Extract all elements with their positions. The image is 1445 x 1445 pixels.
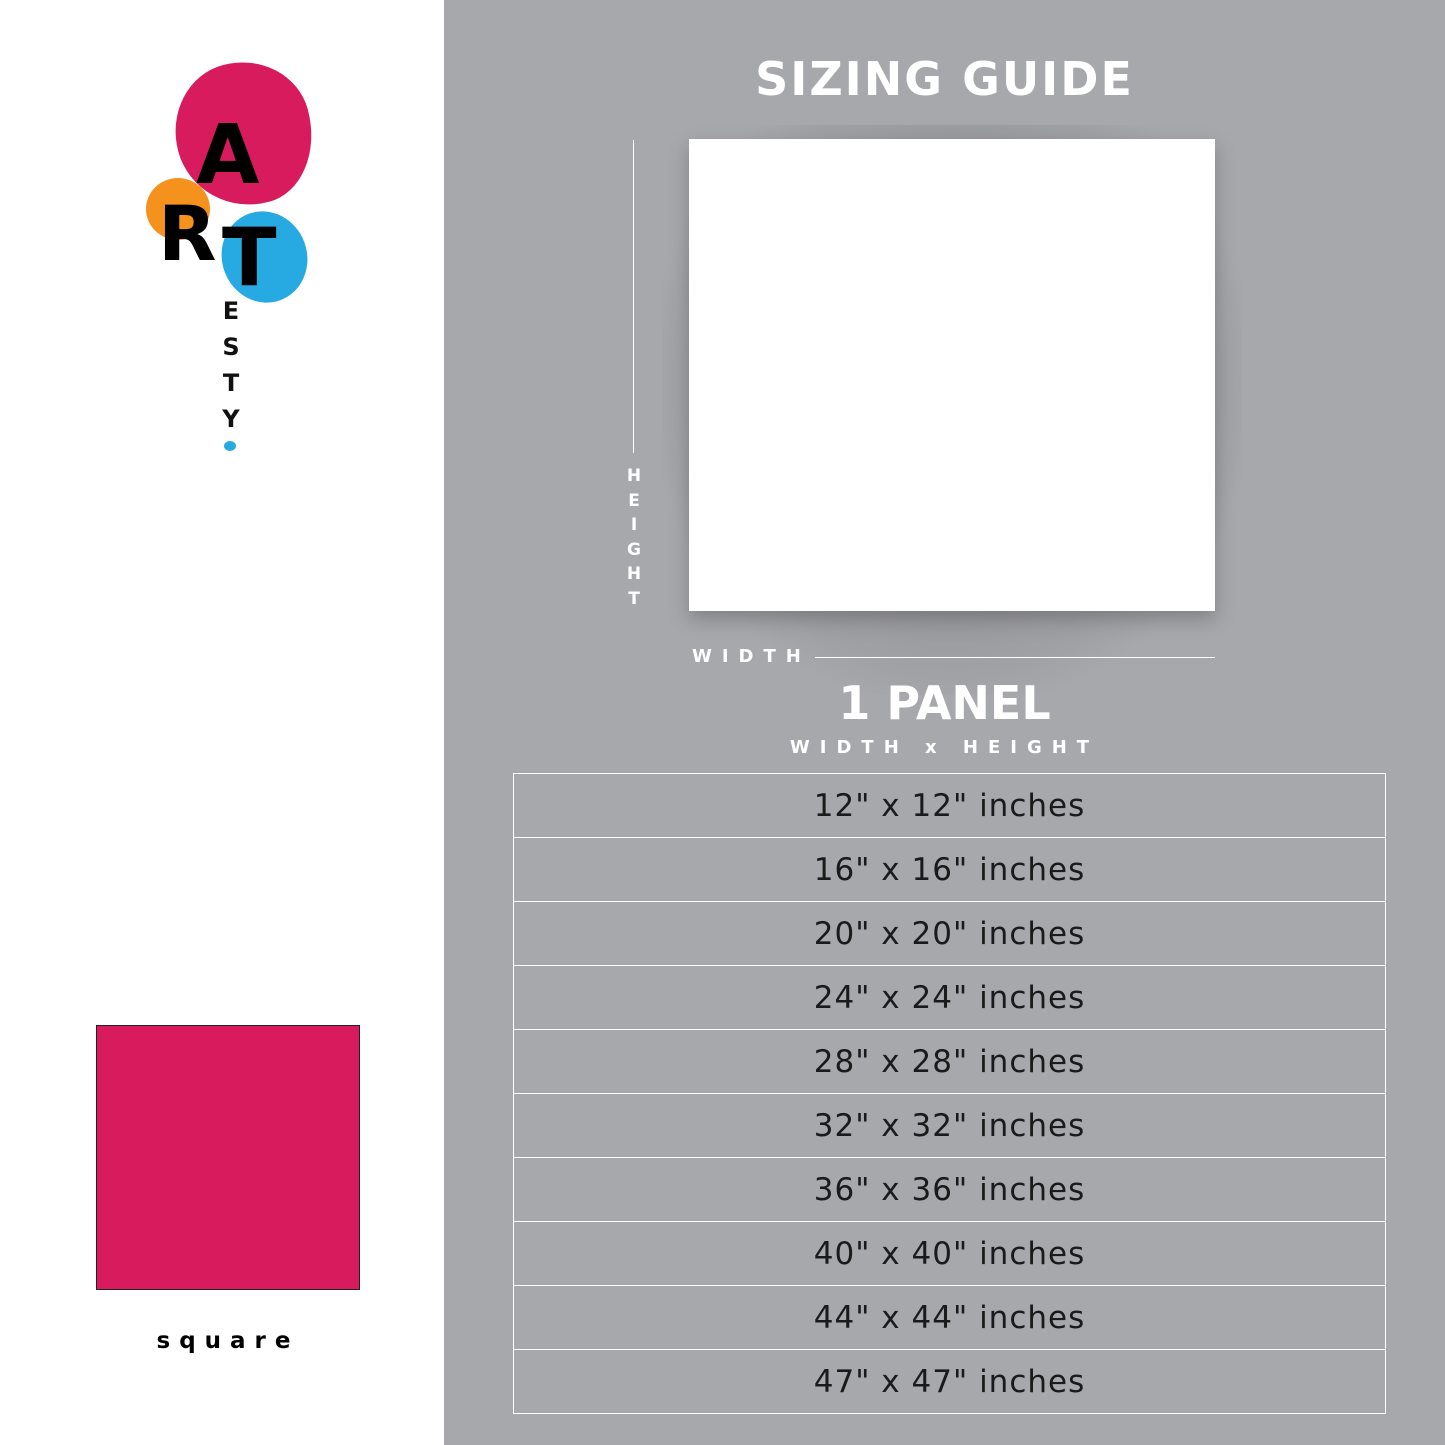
sizes-table: 12" x 12" inches 16" x 16" inches 20" x … bbox=[513, 773, 1386, 1414]
height-label: H E I G H T bbox=[626, 466, 642, 609]
height-line bbox=[633, 140, 634, 453]
width-line bbox=[815, 657, 1215, 658]
size-row: 47" x 47" inches bbox=[514, 1350, 1385, 1414]
page-title: SIZING GUIDE bbox=[755, 52, 1134, 106]
logo-letter-a: A bbox=[196, 108, 260, 203]
size-row: 32" x 32" inches bbox=[514, 1094, 1385, 1158]
size-row: 12" x 12" inches bbox=[514, 774, 1385, 838]
swatch-label: square bbox=[156, 1328, 300, 1354]
left-panel: A R T E S T Y square bbox=[0, 0, 444, 1445]
logo-letter-e: E bbox=[222, 297, 240, 325]
logo-letter-y: Y bbox=[222, 405, 240, 433]
logo-dot bbox=[224, 441, 236, 451]
logo-letter-t: T bbox=[222, 211, 277, 304]
logo-letter-t2: T bbox=[222, 369, 240, 397]
size-row: 16" x 16" inches bbox=[514, 838, 1385, 902]
size-row: 40" x 40" inches bbox=[514, 1222, 1385, 1286]
size-row: 20" x 20" inches bbox=[514, 902, 1385, 966]
panel-title: 1 PANEL bbox=[838, 676, 1051, 730]
dimension-subtitle: WIDTH x HEIGHT bbox=[789, 737, 1100, 758]
size-row: 36" x 36" inches bbox=[514, 1158, 1385, 1222]
logo-letter-s: S bbox=[222, 333, 240, 361]
square-swatch bbox=[96, 1025, 360, 1290]
size-row: 24" x 24" inches bbox=[514, 966, 1385, 1030]
width-label: WIDTH bbox=[692, 646, 811, 667]
size-row: 44" x 44" inches bbox=[514, 1286, 1385, 1350]
logo-orange-blob bbox=[146, 178, 210, 240]
logo-letter-r: R bbox=[158, 189, 217, 278]
canvas-preview bbox=[689, 139, 1215, 611]
size-row: 28" x 28" inches bbox=[514, 1030, 1385, 1094]
